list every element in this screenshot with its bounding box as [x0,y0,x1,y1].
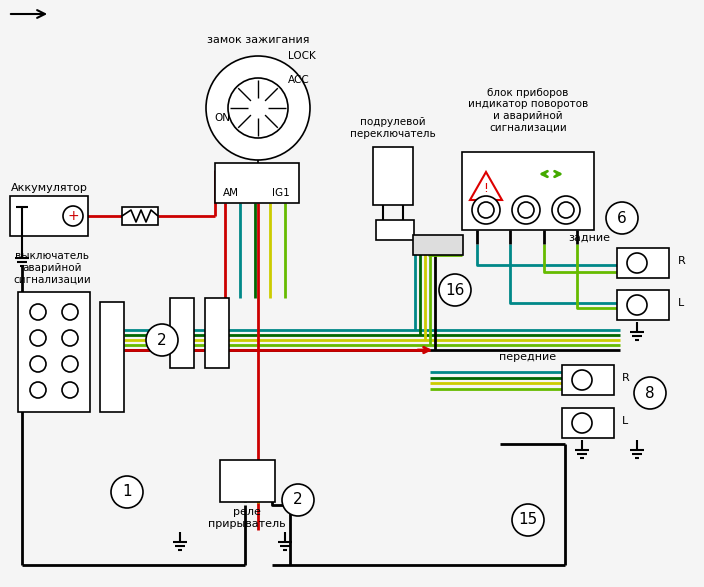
Text: !: ! [484,181,489,194]
Text: L: L [678,298,684,308]
Bar [170,298,194,368]
Bar [562,365,614,395]
Bar [413,235,463,255]
Circle shape [146,324,178,356]
Bar [617,248,669,278]
Bar [373,147,413,205]
Circle shape [439,274,471,306]
Text: +: + [67,209,79,223]
Text: реле
прирыватель: реле прирыватель [208,507,286,529]
Circle shape [62,304,78,320]
Circle shape [111,476,143,508]
Text: замок зажигания: замок зажигания [207,35,309,45]
Circle shape [627,253,647,273]
Bar [220,460,275,502]
Circle shape [30,330,46,346]
Circle shape [552,196,580,224]
Circle shape [228,78,288,138]
Text: 6: 6 [617,211,627,225]
Circle shape [478,202,494,218]
Text: L: L [622,416,628,426]
Circle shape [30,356,46,372]
Circle shape [30,382,46,398]
Circle shape [627,295,647,315]
Bar [10,196,88,236]
Text: ON: ON [214,113,230,123]
Bar [18,292,90,412]
Text: задние: задние [568,233,610,243]
Text: 1: 1 [122,484,132,500]
Bar [100,302,124,412]
Text: ACC: ACC [288,75,310,85]
Text: R: R [678,256,686,266]
Circle shape [512,504,544,536]
Text: блок приборов
индикатор поворотов
и аварийной
сигнализации: блок приборов индикатор поворотов и авар… [468,87,588,133]
Circle shape [206,56,310,160]
Circle shape [62,330,78,346]
Text: R: R [622,373,630,383]
Text: Аккумулятор: Аккумулятор [11,183,87,193]
Circle shape [606,202,638,234]
Text: передние: передние [499,352,556,362]
Circle shape [572,370,592,390]
Text: 2: 2 [293,492,303,508]
Bar [376,220,414,240]
Text: выключатель
аварийной
сигнализации: выключатель аварийной сигнализации [13,251,91,285]
Circle shape [62,382,78,398]
Text: 15: 15 [518,512,538,528]
Circle shape [282,484,314,516]
Text: 2: 2 [157,332,167,348]
Text: LOCK: LOCK [288,51,316,61]
Text: IG1: IG1 [272,188,290,198]
Text: 16: 16 [446,282,465,298]
Bar [122,207,158,225]
Text: 8: 8 [645,386,655,400]
Bar [205,298,229,368]
Circle shape [572,413,592,433]
Bar [562,408,614,438]
Bar [462,152,594,230]
Circle shape [512,196,540,224]
Circle shape [558,202,574,218]
Circle shape [62,356,78,372]
Circle shape [634,377,666,409]
Bar [215,163,299,203]
Polygon shape [470,172,502,200]
Text: AM: AM [223,188,239,198]
Circle shape [63,206,83,226]
Text: подрулевой
переключатель: подрулевой переключатель [350,117,436,139]
Circle shape [472,196,500,224]
Circle shape [30,304,46,320]
Circle shape [518,202,534,218]
Bar [617,290,669,320]
